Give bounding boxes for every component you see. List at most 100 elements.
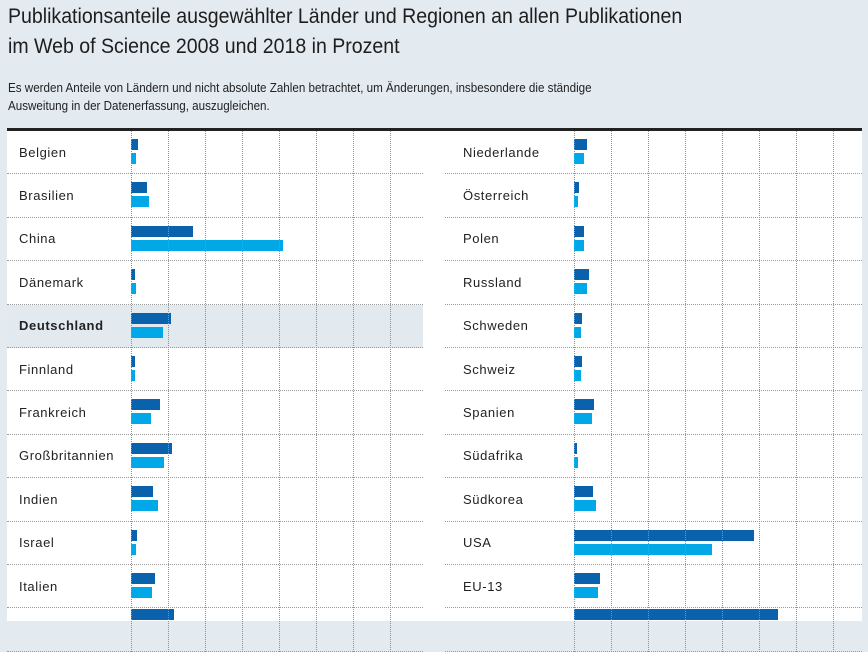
chart-row-brasilien: Brasilien bbox=[7, 174, 423, 218]
bar-spanien-2008 bbox=[574, 399, 594, 411]
chart-title: Publikationsanteile ausgewählter Länder … bbox=[8, 2, 682, 62]
bar-finnland-2008 bbox=[131, 356, 136, 367]
chart-row-niederlande: Niederlande bbox=[445, 131, 862, 175]
chart-row-frankreich: Frankreich bbox=[7, 391, 423, 435]
gridline-5 bbox=[168, 131, 169, 652]
chart-row-schweiz: Schweiz bbox=[445, 348, 862, 392]
gridline-35 bbox=[390, 131, 391, 652]
category-label: Spanien bbox=[463, 405, 515, 421]
bar-russland-2008 bbox=[574, 269, 589, 281]
bar-unlabeled-2008 bbox=[131, 609, 174, 621]
gridline-25 bbox=[759, 131, 760, 652]
gridline-30 bbox=[353, 131, 354, 652]
chart-row-oesterreich: Österreich bbox=[445, 174, 862, 218]
gridline-5 bbox=[611, 131, 612, 652]
chart-row-usa: USA bbox=[445, 522, 862, 565]
gridline-20 bbox=[279, 131, 280, 652]
chart-row-polen: Polen bbox=[445, 218, 862, 262]
chart-title-line-2: im Web of Science 2008 und 2018 in Proze… bbox=[8, 35, 400, 58]
category-label: China bbox=[19, 231, 56, 247]
chart-row-belgien: Belgien bbox=[7, 131, 423, 175]
category-label: Österreich bbox=[463, 188, 529, 204]
chart-row-russland: Russland bbox=[445, 261, 862, 305]
bar-china-2018 bbox=[131, 239, 284, 251]
category-label: Italien bbox=[19, 578, 58, 594]
gridline-10 bbox=[648, 131, 649, 652]
bar-suedafrika-2018 bbox=[574, 456, 578, 468]
bar-unlabeled-2008 bbox=[574, 609, 779, 621]
bar-usa-2008 bbox=[574, 529, 754, 541]
bar-china-2008 bbox=[131, 225, 194, 237]
bar-finnland-2018 bbox=[131, 370, 135, 381]
category-label: Belgien bbox=[19, 144, 67, 160]
chart-title-line-1: Publikationsanteile ausgewählter Länder … bbox=[8, 5, 683, 28]
bar-eu-13-2008 bbox=[574, 573, 600, 584]
category-label: EU-13 bbox=[463, 578, 503, 594]
category-label: Polen bbox=[463, 231, 500, 247]
bar-belgien-2018 bbox=[131, 153, 137, 164]
category-label: Brasilien bbox=[19, 188, 75, 204]
bar-suedkorea-2008 bbox=[574, 486, 594, 498]
bar-oesterreich-2018 bbox=[574, 196, 578, 208]
gridline-15 bbox=[685, 131, 686, 652]
bar-niederlande-2008 bbox=[574, 139, 588, 150]
bar-spanien-2018 bbox=[574, 413, 592, 425]
chart-row-deutschland: Deutschland bbox=[7, 304, 423, 348]
chart-row-italien: Italien bbox=[7, 565, 423, 609]
gridline-30 bbox=[796, 131, 797, 652]
category-label: Niederlande bbox=[463, 144, 540, 160]
bar-schweden-2018 bbox=[574, 326, 581, 338]
bar-grossbritannien-2008 bbox=[131, 442, 173, 454]
chart-row-indien: Indien bbox=[7, 478, 423, 522]
category-label: Indien bbox=[19, 491, 59, 507]
category-label: Schweden bbox=[463, 318, 529, 334]
category-label: Südafrika bbox=[463, 448, 524, 464]
category-label: Großbritannien bbox=[19, 448, 115, 464]
chart-subtitle-line-2: Ausweitung in der Datenerfassung, auszug… bbox=[8, 99, 270, 113]
bar-russland-2018 bbox=[574, 283, 588, 295]
chart-row-schweden: Schweden bbox=[445, 305, 862, 348]
chart-area: Belgien Brasilien China Dänemark Deutschland… bbox=[7, 128, 862, 652]
bar-israel-2018 bbox=[131, 543, 137, 555]
bar-schweiz-2008 bbox=[574, 356, 583, 367]
chart-row-spanien: Spanien bbox=[445, 391, 862, 435]
chart-subtitle: Es werden Anteile von Ländern und nicht … bbox=[8, 79, 592, 115]
bar-brasilien-2008 bbox=[131, 182, 148, 194]
category-label: Südkorea bbox=[463, 491, 524, 507]
category-label: Russland bbox=[463, 274, 522, 290]
bar-italien-2008 bbox=[131, 573, 156, 584]
chart-row-unlabeled bbox=[445, 608, 862, 652]
bar-belgien-2008 bbox=[131, 139, 138, 150]
category-label: USA bbox=[463, 535, 492, 551]
bar-israel-2008 bbox=[131, 529, 137, 541]
bar-usa-2018 bbox=[574, 543, 712, 555]
bar-grossbritannien-2018 bbox=[131, 456, 165, 468]
bar-daenemark-2018 bbox=[131, 283, 137, 295]
gridline-10 bbox=[205, 131, 206, 652]
gridline-0 bbox=[131, 131, 132, 652]
chart-row-suedafrika: Südafrika bbox=[445, 435, 862, 479]
gridline-20 bbox=[722, 131, 723, 652]
category-label: Schweiz bbox=[463, 361, 516, 377]
bar-frankreich-2008 bbox=[131, 399, 160, 411]
bar-suedafrika-2008 bbox=[574, 442, 577, 454]
chart-row-eu-13: EU-13 bbox=[445, 565, 862, 609]
bar-brasilien-2018 bbox=[131, 196, 149, 208]
category-label: Finnland bbox=[19, 361, 74, 377]
bar-indien-2018 bbox=[131, 500, 158, 512]
gridline-35 bbox=[833, 131, 834, 652]
bar-schweden-2008 bbox=[574, 312, 583, 324]
chart-row-unlabeled bbox=[7, 608, 423, 652]
bar-polen-2008 bbox=[574, 225, 585, 237]
gridline-15 bbox=[242, 131, 243, 652]
bar-oesterreich-2008 bbox=[574, 182, 580, 194]
chart-row-israel: Israel bbox=[7, 522, 423, 565]
gridline-0 bbox=[574, 131, 575, 652]
category-label: Dänemark bbox=[19, 274, 84, 290]
bar-niederlande-2018 bbox=[574, 153, 585, 164]
gridline-25 bbox=[316, 131, 317, 652]
chart-row-finnland: Finnland bbox=[7, 348, 423, 392]
category-label: Israel bbox=[19, 535, 55, 551]
chart-row-daenemark: Dänemark bbox=[7, 261, 423, 305]
bar-polen-2018 bbox=[574, 239, 585, 251]
